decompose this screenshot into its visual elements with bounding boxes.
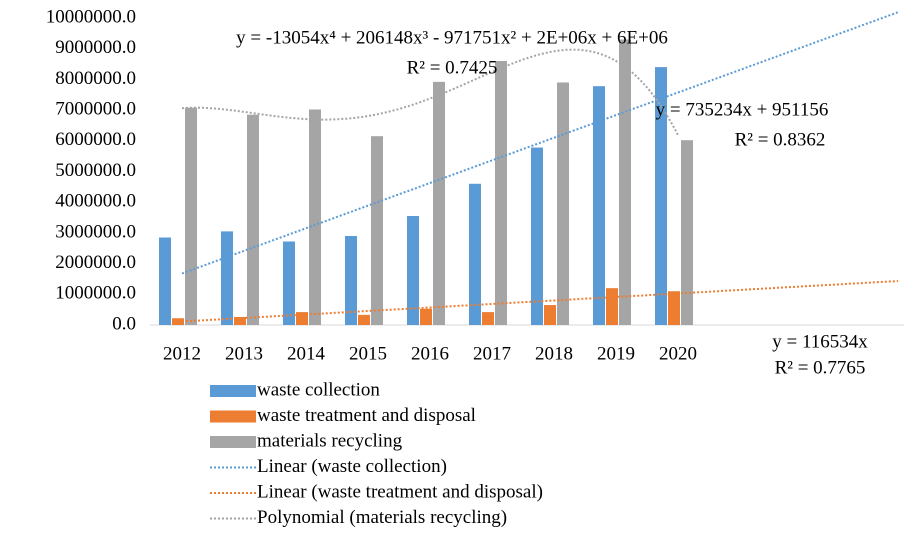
legend-label: waste collection <box>257 379 380 400</box>
y-tick-label: 6000000.0 <box>55 129 136 150</box>
trendline-r2: R² = 0.7425 <box>407 57 498 78</box>
trendline-equation: y = -13054x⁴ + 206148x³ - 971751x² + 2E+… <box>236 27 668 48</box>
legend-label: materials recycling <box>257 430 403 451</box>
x-tick-label: 2018 <box>535 343 573 364</box>
y-tick-label: 3000000.0 <box>55 221 136 242</box>
legend-swatch <box>210 385 256 397</box>
bar <box>668 291 680 325</box>
bar <box>185 107 197 325</box>
y-tick-label: 0.0 <box>112 313 136 334</box>
bar <box>557 82 569 325</box>
trendline <box>181 11 899 275</box>
y-tick-label: 8000000.0 <box>55 68 136 89</box>
trendline-equation: y = 735234x + 951156 <box>656 99 829 120</box>
bar <box>309 109 321 326</box>
bar <box>407 216 419 325</box>
trendline-r2: R² = 0.7765 <box>775 357 866 378</box>
x-tick-label: 2015 <box>349 343 387 364</box>
trendline-equation: y = 116534x <box>772 331 868 352</box>
legend-swatch <box>210 436 256 448</box>
bar <box>221 231 233 325</box>
x-tick-label: 2020 <box>659 343 697 364</box>
bar <box>420 308 432 325</box>
bar <box>593 86 605 326</box>
bar <box>495 60 507 325</box>
bar <box>247 114 259 325</box>
legend-label: Polynomial (materials recycling) <box>257 507 507 528</box>
bar <box>172 318 184 325</box>
y-tick-label: 7000000.0 <box>55 98 136 119</box>
bar <box>619 39 631 326</box>
legend-label: waste treatment and disposal <box>257 405 476 426</box>
y-tick-label: 2000000.0 <box>55 252 136 273</box>
x-tick-label: 2013 <box>225 343 263 364</box>
bar <box>681 140 693 325</box>
x-tick-label: 2012 <box>163 343 201 364</box>
bar <box>469 183 481 325</box>
x-tick-label: 2019 <box>597 343 635 364</box>
y-tick-label: 1000000.0 <box>55 283 136 304</box>
y-tick-label: 10000000.0 <box>46 6 136 27</box>
bar <box>159 237 171 325</box>
x-tick-label: 2017 <box>473 343 511 364</box>
bar <box>482 312 494 325</box>
bar <box>234 317 246 325</box>
bar <box>544 305 556 325</box>
bar <box>531 147 543 325</box>
y-tick-label: 4000000.0 <box>55 191 136 212</box>
bar <box>345 235 357 325</box>
bar <box>283 241 295 325</box>
x-tick-label: 2016 <box>411 343 449 364</box>
trendline <box>181 280 899 323</box>
legend-label: Linear (waste collection) <box>257 456 447 477</box>
legend-swatch <box>210 410 256 423</box>
y-tick-label: 5000000.0 <box>55 160 136 181</box>
bar <box>358 314 370 325</box>
x-tick-label: 2014 <box>287 343 326 364</box>
trendline-r2: R² = 0.8362 <box>735 129 826 150</box>
bar <box>655 67 667 326</box>
bar <box>606 288 618 325</box>
legend-label: Linear (waste treatment and disposal) <box>257 481 543 502</box>
bar <box>371 136 383 325</box>
bar <box>433 81 445 325</box>
y-tick-label: 9000000.0 <box>55 37 136 58</box>
